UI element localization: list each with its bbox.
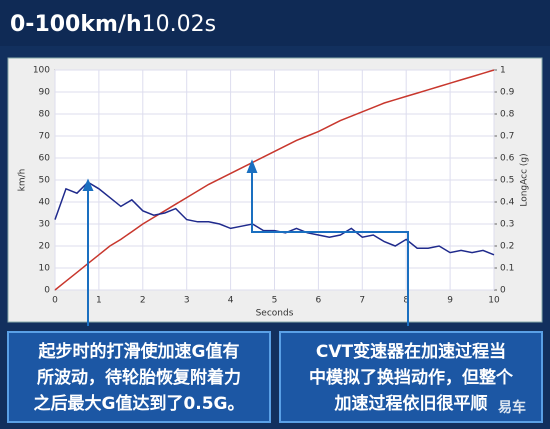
y2-tick-label: 0.2	[500, 242, 514, 252]
x-tick-label: 9	[447, 296, 453, 306]
y2-tick-label: 0	[500, 286, 506, 296]
y2-tick-label: 0.7	[500, 132, 514, 142]
y-tick-label: 30	[39, 220, 51, 230]
header-value: 10.02s	[142, 12, 216, 37]
note-line: 之后最大G值达到了0.5G。	[33, 393, 244, 414]
header-bar	[0, 0, 550, 46]
note-box	[7, 331, 271, 423]
y-tick-label: 90	[39, 88, 51, 98]
y2-tick-label: 0.6	[500, 154, 515, 164]
note-line: 中模拟了换挡动作，但整个	[309, 367, 514, 388]
y-axis-label: km/h	[18, 169, 28, 192]
x-tick-label: 0	[52, 296, 58, 306]
x-tick-label: 6	[316, 296, 322, 306]
x-tick-label: 8	[403, 296, 409, 306]
note-line: 所波动，待轮胎恢复附着力	[37, 367, 241, 388]
x-axis-label: Seconds	[256, 309, 294, 319]
header-title: 0-100km/h	[10, 12, 142, 37]
arrow-head	[82, 178, 94, 191]
y-tick-label: 0	[44, 286, 50, 296]
x-tick-label: 4	[228, 296, 234, 306]
x-tick-label: 1	[96, 296, 102, 306]
y2-tick-label: 0.5	[500, 176, 514, 186]
y-tick-label: 50	[39, 176, 51, 186]
y-tick-label: 40	[39, 198, 51, 208]
y-tick-label: 10	[39, 264, 51, 274]
y2-tick-label: 1	[500, 66, 506, 76]
y-tick-label: 20	[39, 242, 51, 252]
y-tick-label: 100	[33, 66, 50, 76]
y-tick-label: 60	[39, 154, 51, 164]
note-box	[279, 331, 543, 423]
watermark: 易车	[498, 399, 526, 416]
x-tick-label: 10	[488, 296, 500, 306]
y2-tick-label: 0.9	[500, 88, 515, 98]
annotation-line	[251, 170, 409, 326]
y2-axis-label: LongAcc (g)	[520, 153, 530, 206]
x-tick-label: 3	[184, 296, 190, 306]
y2-tick-label: 0.3	[500, 220, 514, 230]
y2-tick-label: 0.1	[500, 264, 514, 274]
data-line	[54, 181, 495, 256]
data-line	[54, 69, 495, 291]
x-tick-label: 5	[272, 296, 278, 306]
header-text: 0-100km/h10.02s	[10, 12, 216, 37]
arrow-head	[246, 159, 258, 173]
chart: 010203040506070809010000.10.20.30.40.50.…	[18, 66, 530, 319]
y2-tick-label: 0.8	[500, 110, 515, 120]
note-line: 起步时的打滑使加速G值有	[38, 341, 240, 362]
note-line: 加速过程依旧很平顺	[334, 393, 488, 414]
note-line: CVT变速器在加速过程当	[316, 341, 506, 362]
x-tick-label: 2	[140, 296, 146, 306]
x-tick-label: 7	[359, 296, 365, 306]
annotation-lines	[82, 159, 409, 326]
y-tick-label: 70	[39, 132, 51, 142]
y2-tick-label: 0.4	[500, 198, 515, 208]
y-tick-label: 80	[39, 110, 51, 120]
